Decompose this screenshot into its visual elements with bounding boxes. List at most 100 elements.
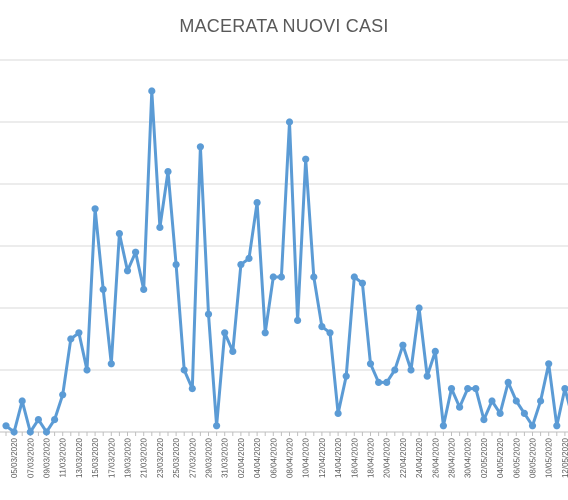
data-point (2, 422, 10, 430)
x-tick-label: 31/03/2020 (221, 437, 230, 478)
x-tick-label: 30/04/2020 (464, 437, 473, 478)
data-point (537, 397, 545, 405)
data-point (51, 416, 59, 424)
data-point (342, 372, 350, 380)
data-point (42, 428, 51, 436)
data-point (431, 347, 439, 355)
data-point (91, 205, 99, 213)
data-point (10, 428, 18, 436)
data-point (456, 403, 464, 411)
data-point (310, 273, 318, 281)
x-tick-label: 18/04/2020 (367, 437, 376, 478)
data-point (140, 285, 148, 293)
data-point (326, 329, 334, 337)
data-point (132, 248, 140, 256)
data-point (107, 360, 115, 368)
x-tick-label: 06/04/2020 (269, 437, 278, 478)
data-point (294, 316, 302, 324)
x-tick-label: 22/04/2020 (399, 437, 408, 478)
data-point (172, 261, 180, 269)
x-tick-label: 28/04/2020 (448, 437, 457, 478)
data-point (188, 385, 196, 393)
data-point (213, 422, 221, 430)
data-point (334, 409, 342, 417)
x-tick-label: 08/04/2020 (286, 437, 295, 478)
data-point (504, 378, 512, 386)
data-point (472, 385, 480, 393)
x-tick-label: 17/03/2020 (107, 437, 116, 478)
x-axis (0, 431, 568, 436)
data-point (480, 416, 488, 424)
data-point (545, 360, 553, 368)
x-tick-label: 02/05/2020 (480, 437, 489, 478)
data-point (512, 397, 520, 405)
x-tick-label: 11/03/2020 (59, 437, 68, 477)
data-point (375, 378, 383, 386)
data-point (18, 397, 26, 405)
x-tick-label: 27/03/2020 (188, 437, 197, 478)
data-point (75, 329, 83, 337)
data-point (253, 199, 261, 207)
x-tick-label: 20/04/2020 (383, 437, 392, 478)
data-point (180, 366, 188, 374)
x-tick-label: 16/04/2020 (350, 437, 359, 478)
series-nuovi-casi (4, 89, 568, 434)
data-point (350, 273, 358, 281)
x-tick-label: 23/03/2020 (156, 437, 165, 478)
data-point (277, 273, 285, 281)
data-point (553, 422, 561, 430)
data-point (488, 397, 496, 405)
data-point (366, 360, 375, 368)
data-point (423, 372, 431, 380)
data-point (391, 366, 399, 374)
data-point (148, 87, 156, 95)
data-point (528, 422, 537, 430)
data-points (2, 87, 568, 436)
x-tick-label: 04/05/2020 (496, 437, 505, 478)
x-tick-label: 21/03/2020 (140, 437, 149, 478)
data-point (204, 310, 213, 318)
x-tick-label: 14/04/2020 (334, 437, 343, 478)
data-point (302, 155, 310, 163)
x-tick-label: 24/04/2020 (415, 437, 424, 478)
x-tick-labels: 05/03/2020 07/03/2020 09/03/2020 11/03/2020… (10, 437, 568, 478)
x-tick-label: 15/03/2020 (91, 437, 100, 478)
series-line (4, 89, 568, 434)
x-tick-label: 12/05/2020 (561, 437, 568, 478)
data-point (439, 422, 447, 430)
data-point (164, 168, 172, 176)
x-tick-label: 12/04/2020 (318, 437, 327, 478)
x-tick-label: 25/03/2020 (172, 437, 181, 478)
data-point (407, 366, 415, 374)
x-tick-label: 05/03/2020 (10, 437, 19, 478)
data-point (123, 267, 132, 275)
data-point (237, 261, 245, 269)
data-point (115, 230, 123, 238)
x-tick-label: 19/03/2020 (124, 437, 133, 478)
data-point (34, 416, 43, 424)
data-point (520, 409, 529, 417)
data-point (415, 304, 423, 312)
x-tick-label: 07/03/2020 (26, 437, 35, 478)
data-point (221, 329, 229, 337)
x-tick-label: 10/05/2020 (545, 437, 554, 478)
x-tick-label: 10/04/2020 (302, 437, 311, 478)
data-point (229, 347, 237, 355)
data-point (245, 254, 253, 262)
data-point (196, 143, 204, 151)
chart-title: MACERATA NUOVI CASI (179, 16, 389, 36)
data-point (285, 118, 294, 126)
data-point (269, 273, 277, 281)
data-point (67, 335, 75, 343)
data-point (99, 285, 107, 293)
data-point (464, 385, 472, 393)
data-point (399, 341, 407, 349)
data-point (383, 378, 391, 386)
x-tick-label: 09/03/2020 (43, 437, 52, 478)
x-tick-label: 29/03/2020 (205, 437, 214, 478)
x-tick-label: 13/03/2020 (75, 437, 84, 478)
x-tick-label: 08/05/2020 (529, 437, 538, 478)
data-point (156, 223, 164, 231)
data-point (447, 385, 456, 393)
